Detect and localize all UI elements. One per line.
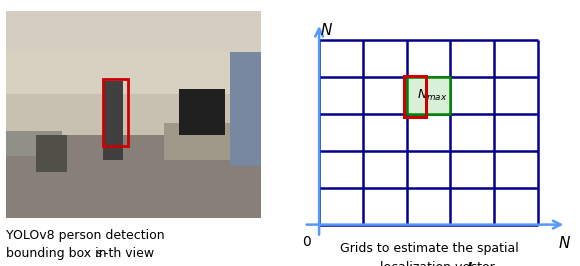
Bar — [407, 77, 450, 114]
Text: $\boldsymbol{l}_{\it{S}}$: $\boldsymbol{l}_{\it{S}}$ — [466, 261, 478, 266]
Text: -th view: -th view — [104, 247, 154, 260]
Text: Grids to estimate the spatial: Grids to estimate the spatial — [340, 242, 519, 255]
Text: $N$: $N$ — [320, 22, 333, 38]
Bar — [230, 52, 261, 166]
Bar — [6, 52, 261, 94]
Text: YOLOv8 person detection: YOLOv8 person detection — [6, 229, 164, 242]
Text: $N$: $N$ — [559, 235, 571, 251]
Bar — [6, 131, 62, 156]
Bar — [103, 81, 123, 160]
Bar — [6, 135, 261, 218]
Text: s: s — [96, 247, 102, 260]
Bar — [164, 123, 261, 160]
Bar — [103, 79, 128, 146]
Text: 0: 0 — [303, 235, 311, 249]
Text: localization vector: localization vector — [380, 261, 499, 266]
Bar — [6, 52, 261, 135]
Text: $N_{max}$: $N_{max}$ — [416, 88, 447, 103]
Bar — [179, 89, 225, 135]
Bar — [37, 135, 67, 172]
Bar — [6, 11, 261, 52]
Bar — [404, 76, 426, 117]
Text: bounding box in: bounding box in — [6, 247, 110, 260]
